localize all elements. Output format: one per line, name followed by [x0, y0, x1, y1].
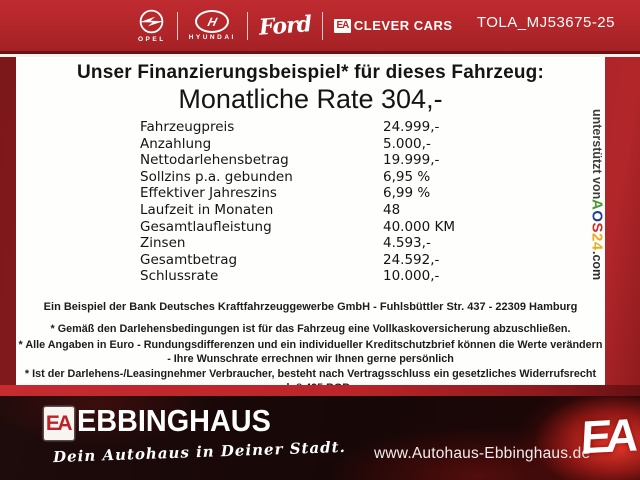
table-row: Schlussrate 10.000,- — [16, 268, 605, 285]
table-row: Zinsen 4.593,- — [16, 235, 605, 252]
divider — [321, 11, 323, 40]
disclaimer-line: * Gemäß den Darlehensbedingungen ist für… — [50, 323, 571, 335]
row-label: Effektiver Jahreszins — [140, 185, 277, 202]
dealer-website: www.Autohaus-Ebbinghaus.de — [374, 445, 591, 462]
bank-note: Ein Beispiel der Bank Deutsches Kraftfah… — [43, 301, 578, 313]
row-label: Zinsen — [140, 235, 186, 252]
row-value: 24.999,- — [383, 119, 440, 135]
ea-monogram-icon: EA — [333, 18, 351, 33]
header-divider-dark — [0, 51, 640, 54]
table-row: Fahrzeugpreis 24.999,- — [16, 119, 605, 136]
table-row: Effektiver Jahreszins 6,99 % — [16, 185, 605, 202]
divider — [176, 11, 178, 40]
disclaimer-line: * Ist der Darlehens-/Leasingnehmer Verbr… — [24, 368, 597, 381]
row-value: 6,99 % — [383, 185, 431, 202]
aos24-logo: AOS24 — [588, 199, 606, 251]
dealer-name: EBBINGHAUS — [77, 403, 271, 438]
clever-cars-wordmark: CLEVER CARS — [353, 18, 453, 33]
hyundai-h-icon: H — [195, 10, 230, 33]
divider — [246, 11, 248, 40]
dealer-slogan: Dein Autohaus in Deiner Stadt. — [52, 437, 347, 467]
footer-red-strip — [0, 385, 640, 396]
monthly-rate-headline: Monatliche Rate 304,- — [178, 84, 443, 114]
hyundai-wordmark: HYUNDAI — [188, 34, 236, 41]
opel-wordmark: OPEL — [138, 36, 166, 43]
row-value: 48 — [383, 201, 401, 218]
row-value: 40.000 KM — [383, 218, 456, 235]
hyundai-logo: H HYUNDAI — [189, 10, 236, 41]
table-row: Sollzins p.a. gebunden 6,95 % — [16, 169, 605, 186]
table-row: Gesamtlaufleistung 40.000 KM — [16, 219, 605, 236]
row-label: Schlussrate — [140, 268, 219, 285]
brand-header: OPEL H HYUNDAI Ford EA CLEVER CARS TOLA_… — [0, 0, 640, 51]
table-row: Nettodarlehensbetrag 19.999,- — [16, 152, 605, 169]
ea-corner-logo-icon: EA — [579, 408, 635, 464]
vehicle-reference-code: TOLA_MJ53675-25 — [476, 14, 615, 31]
row-label: Laufzeit in Monaten — [140, 201, 274, 218]
content-area: Unser Finanzierungsbeispiel* für dieses … — [0, 57, 640, 394]
table-row: Anzahlung 5.000,- — [16, 136, 605, 153]
row-value: 24.592,- — [383, 251, 440, 268]
row-label: Nettodarlehensbetrag — [140, 152, 289, 169]
dealer-footer: EA EBBINGHAUS Dein Autohaus in Deiner St… — [0, 396, 640, 480]
supporter-prefix: unterstützt von — [590, 109, 604, 200]
header-divider-light — [0, 54, 640, 57]
ford-logo: Ford — [257, 10, 312, 41]
row-label: Gesamtlaufleistung — [140, 218, 272, 235]
finance-title: Unser Finanzierungsbeispiel* für dieses … — [77, 62, 544, 83]
row-label: Anzahlung — [140, 135, 212, 152]
row-value: 6,95 % — [383, 168, 431, 185]
finance-table: Fahrzeugpreis 24.999,- Anzahlung 5.000,-… — [16, 119, 605, 285]
supporter-suffix: .com — [590, 251, 604, 281]
finance-panel: Unser Finanzierungsbeispiel* für dieses … — [16, 57, 606, 394]
disclaimer-line: - Ihre Wunschrate errechnen wir Ihnen ge… — [167, 352, 454, 365]
table-row: Gesamtbetrag 24.592,- — [16, 252, 605, 269]
row-value: 10.000,- — [383, 268, 440, 285]
row-label: Sollzins p.a. gebunden — [140, 168, 293, 185]
opel-blitz-icon — [138, 8, 165, 35]
row-value: 19.999,- — [383, 152, 440, 169]
table-row: Laufzeit in Monaten 48 — [16, 202, 605, 219]
row-label: Fahrzeugpreis — [140, 119, 235, 135]
row-label: Gesamtbetrag — [140, 251, 238, 268]
opel-logo: OPEL — [138, 8, 166, 43]
disclaimer-line: * Alle Angaben in Euro - Rundungsdiffere… — [18, 338, 603, 351]
row-value: 4.593,- — [383, 235, 431, 252]
ebbinghaus-ea-logo-icon: EA — [44, 407, 74, 440]
clever-cars-logo: EA CLEVER CARS — [333, 18, 453, 33]
ford-wordmark: Ford — [257, 10, 312, 41]
supporter-vertical-text: unterstützt von AOS24 .com — [588, 109, 606, 319]
row-value: 5.000,- — [383, 135, 431, 152]
brand-logo-row: OPEL H HYUNDAI Ford EA CLEVER CARS — [138, 0, 453, 51]
